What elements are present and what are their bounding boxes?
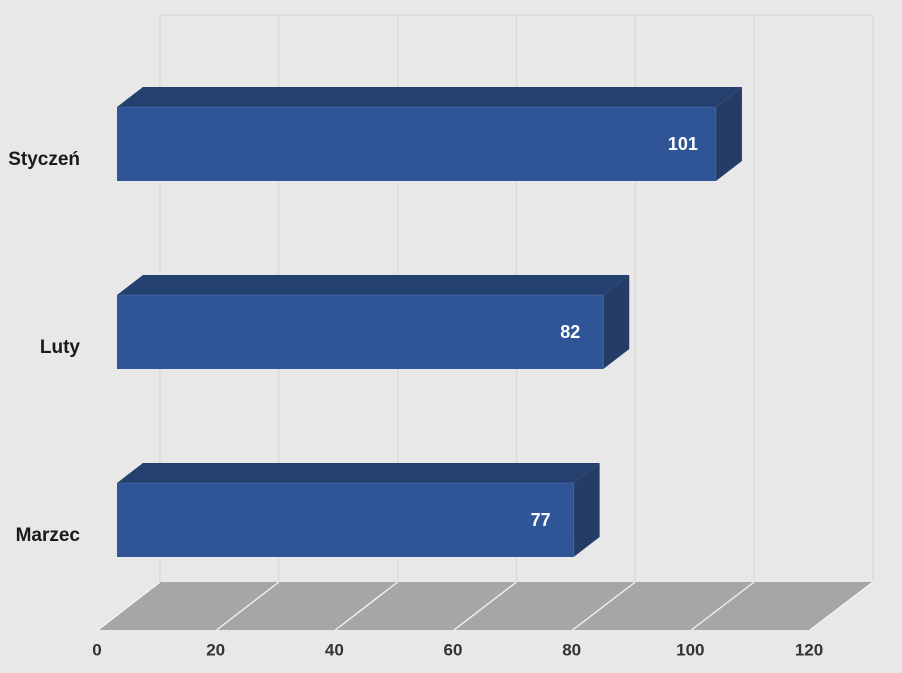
x-axis-tick-label: 40 xyxy=(325,640,344,659)
x-axis-tick-label: 60 xyxy=(444,640,463,659)
floor-gridline xyxy=(809,581,874,631)
bar-end-face xyxy=(573,463,600,557)
x-axis-tick-label: 100 xyxy=(676,640,704,659)
x-axis-tick-label: 0 xyxy=(92,640,101,659)
category-label: Styczeń xyxy=(8,149,80,170)
floor-gridline xyxy=(97,581,161,631)
bar-top-face xyxy=(117,463,600,483)
bar-edge-highlight xyxy=(117,482,575,557)
bar-top-face xyxy=(117,87,742,107)
x-axis-tick-label: 20 xyxy=(206,640,225,659)
floor-gridline xyxy=(690,581,755,631)
bar-end-face xyxy=(715,87,742,181)
bar-edge-highlight xyxy=(117,294,604,369)
category-label: Luty xyxy=(40,337,81,358)
x-axis-tick-label: 80 xyxy=(562,640,581,659)
x-axis-tick-label: 120 xyxy=(795,640,823,659)
floor-gridline xyxy=(572,581,636,631)
bar-front-face xyxy=(117,295,604,369)
value-label: 77 xyxy=(531,510,551,530)
floor-gridline xyxy=(453,581,517,631)
floor-gridline xyxy=(216,581,280,631)
category-label: Marzec xyxy=(16,525,81,546)
bar-end-face xyxy=(603,275,630,369)
value-label: 82 xyxy=(560,322,580,342)
bar-top-face xyxy=(117,275,630,295)
bar-front-face xyxy=(117,483,574,557)
floor-gridline xyxy=(334,581,399,631)
value-label: 101 xyxy=(668,134,698,154)
bar-edge-highlight xyxy=(117,106,717,181)
bar-front-face xyxy=(117,107,716,181)
